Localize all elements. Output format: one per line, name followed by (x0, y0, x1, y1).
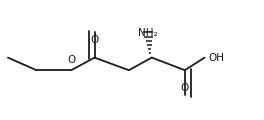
Text: O: O (90, 35, 99, 45)
Text: O: O (67, 55, 76, 65)
Text: OH: OH (209, 53, 225, 63)
Text: NH₂: NH₂ (138, 28, 158, 38)
Text: O: O (181, 83, 189, 93)
